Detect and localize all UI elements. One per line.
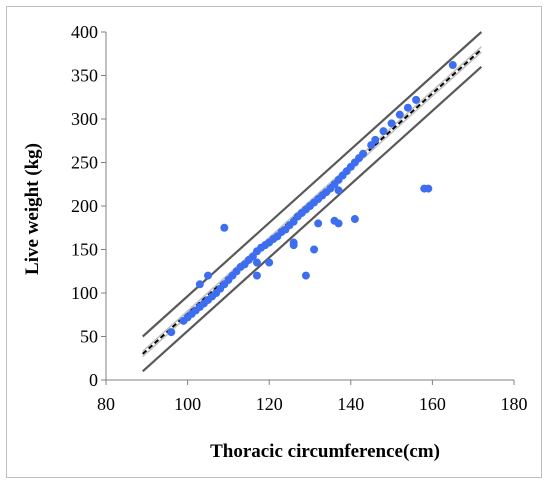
data-points xyxy=(167,61,457,337)
y-tick-label: 350 xyxy=(71,66,98,86)
y-tick-label: 50 xyxy=(80,327,98,347)
data-point xyxy=(412,95,421,104)
pi-lower-line xyxy=(141,65,483,373)
data-point xyxy=(220,223,229,232)
data-point xyxy=(334,219,343,228)
data-point xyxy=(387,119,396,128)
data-point xyxy=(379,127,388,136)
axes: 0 50 100 150 200 250 300 350 400 80 100 120 140 160 18… xyxy=(71,22,528,414)
y-tick-label: 400 xyxy=(71,22,98,42)
pi-upper-line xyxy=(141,31,483,338)
data-point xyxy=(314,219,323,228)
y-tick-label: 200 xyxy=(71,196,98,216)
ci-upper-line xyxy=(142,46,482,352)
data-point xyxy=(195,280,204,289)
data-point xyxy=(350,215,359,224)
y-axis-title: Live weight (kg) xyxy=(22,143,43,275)
x-tick-label: 180 xyxy=(501,394,528,414)
y-tick-label: 150 xyxy=(71,240,98,260)
data-point xyxy=(334,186,343,195)
data-point xyxy=(167,328,176,337)
data-point xyxy=(310,245,319,254)
data-point xyxy=(403,103,412,112)
data-point xyxy=(448,61,457,70)
x-tick-label: 120 xyxy=(256,394,283,414)
data-point xyxy=(424,184,433,193)
data-point xyxy=(301,271,310,280)
y-tick-label: 250 xyxy=(71,153,98,173)
data-point xyxy=(371,135,380,144)
data-point xyxy=(265,258,274,267)
data-point xyxy=(359,149,368,158)
x-tick-label: 100 xyxy=(174,394,201,414)
y-tick-label: 0 xyxy=(89,370,98,390)
data-point xyxy=(204,271,212,280)
x-tick-label: 80 xyxy=(97,394,115,414)
y-tick-label: 300 xyxy=(71,109,98,129)
data-point xyxy=(252,258,261,267)
x-tick-label: 140 xyxy=(337,394,364,414)
data-point xyxy=(395,110,404,119)
x-axis-title: Thoracic circumference(cm) xyxy=(210,441,440,462)
y-tick-label: 100 xyxy=(71,283,98,303)
data-point xyxy=(252,271,261,280)
data-point xyxy=(289,238,298,247)
x-tick-label: 160 xyxy=(419,394,446,414)
